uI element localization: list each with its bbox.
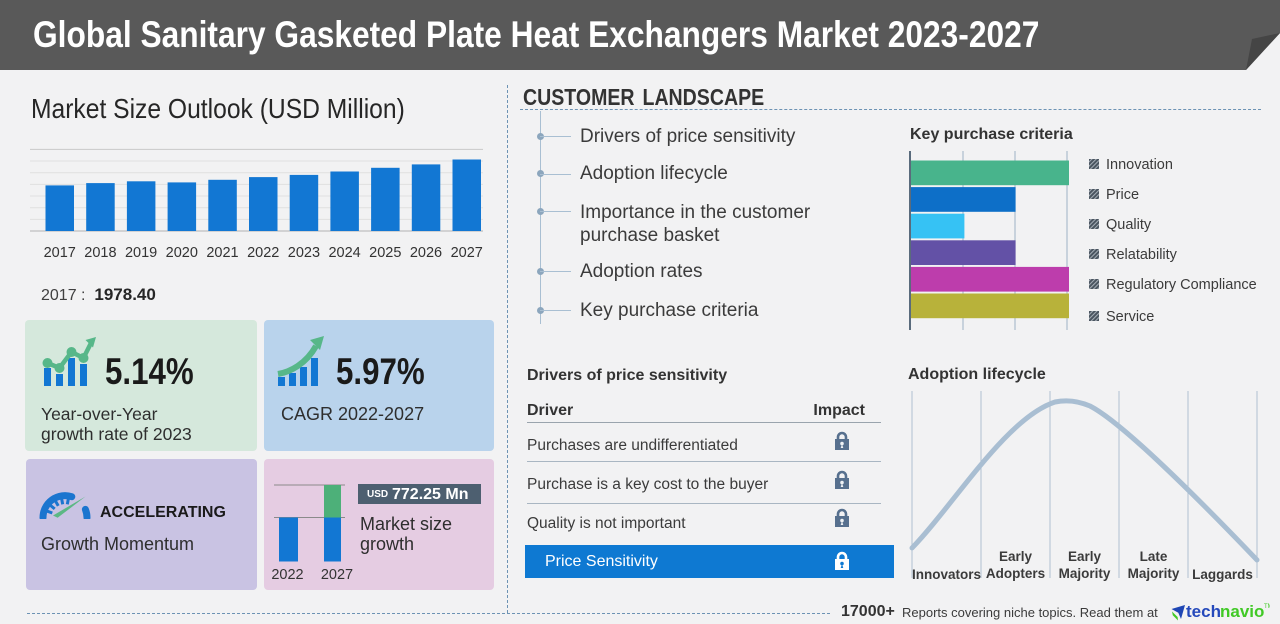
svg-text:2017: 2017	[44, 245, 76, 260]
svg-text:2027: 2027	[451, 245, 483, 260]
svg-text:2020: 2020	[166, 245, 198, 260]
svg-text:2024: 2024	[328, 245, 360, 260]
svg-text:Service: Service	[1106, 309, 1154, 325]
svg-text:2018: 2018	[84, 245, 116, 260]
svg-text:2019: 2019	[125, 245, 157, 260]
svg-text:2023: 2023	[288, 245, 320, 260]
svg-text:2026: 2026	[410, 245, 442, 260]
svg-text:Price: Price	[1106, 187, 1139, 203]
svg-text:2022: 2022	[271, 567, 303, 582]
svg-text:TM: TM	[1264, 604, 1270, 610]
svg-text:Regulatory Compliance: Regulatory Compliance	[1106, 277, 1257, 293]
svg-text:Quality: Quality	[1106, 217, 1152, 233]
svg-text:Innovation: Innovation	[1106, 158, 1173, 173]
svg-text:2021: 2021	[206, 245, 238, 260]
svg-text:Relatability: Relatability	[1106, 247, 1178, 263]
svg-text:2025: 2025	[369, 245, 401, 260]
svg-text:tech: tech	[1186, 602, 1221, 621]
svg-text:2022: 2022	[247, 245, 279, 260]
svg-text:2027: 2027	[321, 567, 353, 582]
svg-text:navio: navio	[1220, 602, 1264, 621]
